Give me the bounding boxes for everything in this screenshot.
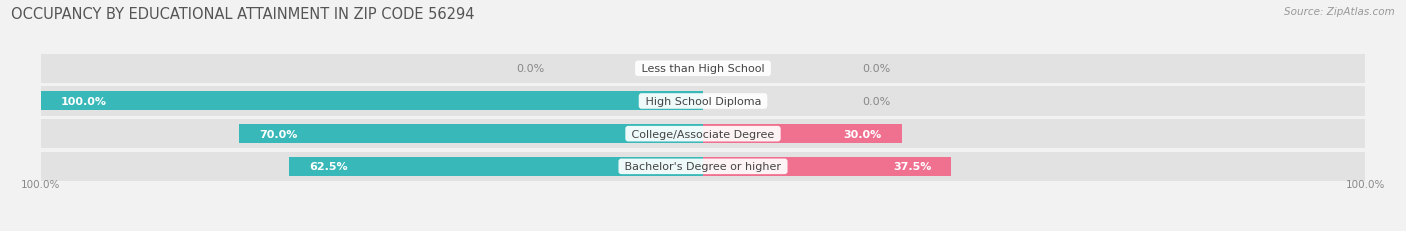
Text: 100.0%: 100.0% — [60, 97, 107, 106]
Bar — [41, 92, 703, 111]
Bar — [290, 157, 703, 176]
Text: 100.0%: 100.0% — [1346, 179, 1385, 189]
Legend: Owner-occupied, Renter-occupied: Owner-occupied, Renter-occupied — [582, 229, 824, 231]
Text: 0.0%: 0.0% — [862, 64, 890, 74]
Text: 62.5%: 62.5% — [309, 162, 347, 172]
Text: OCCUPANCY BY EDUCATIONAL ATTAINMENT IN ZIP CODE 56294: OCCUPANCY BY EDUCATIONAL ATTAINMENT IN Z… — [11, 7, 475, 22]
Text: 70.0%: 70.0% — [259, 129, 298, 139]
Text: College/Associate Degree: College/Associate Degree — [628, 129, 778, 139]
Text: 30.0%: 30.0% — [844, 129, 882, 139]
Text: Less than High School: Less than High School — [638, 64, 768, 74]
Text: High School Diploma: High School Diploma — [641, 97, 765, 106]
Bar — [41, 119, 1365, 149]
Bar — [41, 87, 1365, 116]
Text: 100.0%: 100.0% — [21, 179, 60, 189]
Text: 37.5%: 37.5% — [893, 162, 932, 172]
Bar — [703, 157, 952, 176]
Text: 0.0%: 0.0% — [516, 64, 544, 74]
Text: 0.0%: 0.0% — [862, 97, 890, 106]
Bar — [41, 54, 1365, 84]
Text: Source: ZipAtlas.com: Source: ZipAtlas.com — [1284, 7, 1395, 17]
Bar — [703, 125, 901, 143]
Bar — [41, 152, 1365, 181]
Bar — [239, 125, 703, 143]
Text: Bachelor's Degree or higher: Bachelor's Degree or higher — [621, 162, 785, 172]
